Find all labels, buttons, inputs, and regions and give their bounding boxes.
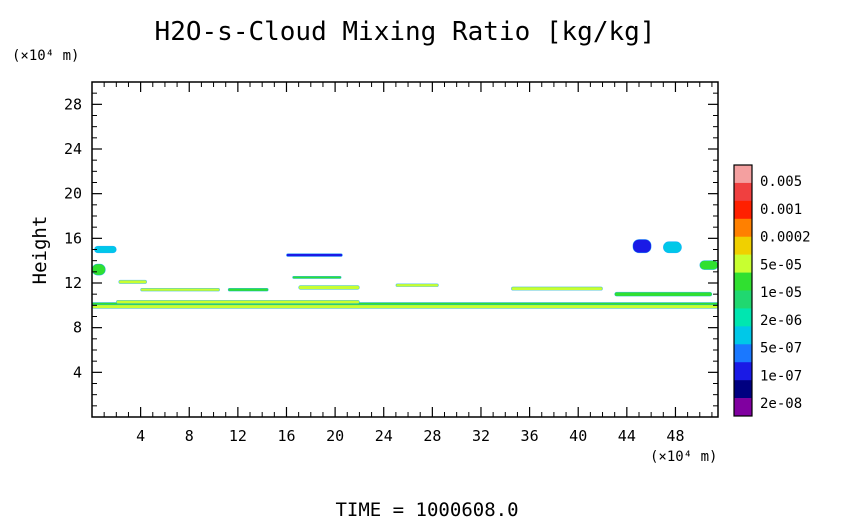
cloud-feature: [292, 275, 342, 279]
x-tick-label: 32: [472, 427, 490, 445]
cloud-feature: [663, 241, 682, 254]
cloud-feature: [116, 300, 360, 304]
cloud-feature: [511, 286, 603, 291]
cloud-feature: [227, 288, 269, 292]
cloud-feature: [298, 285, 360, 290]
time-label: TIME = 1000608.0: [335, 499, 518, 519]
x-tick-label: 28: [423, 427, 441, 445]
x-tick-label: 16: [277, 427, 295, 445]
colorbar-segment: [734, 308, 752, 327]
cloud-feature: [91, 263, 106, 276]
colorbar-segment: [734, 200, 752, 220]
cloud-feature: [395, 283, 439, 287]
x-tick-label: 24: [375, 427, 393, 445]
y-tick-label: 24: [64, 140, 82, 158]
colorbar-segment: [734, 362, 752, 381]
x-tick-label: 44: [618, 427, 636, 445]
colorbar-segment: [734, 218, 752, 238]
colorbar: 0.005 0.001 0.0002 5e-05 1e-05 2e-06 5e-07 1e-0…: [733, 164, 811, 417]
colorbar-label: 0.005: [760, 174, 802, 190]
y-axis-label: Height: [29, 216, 51, 285]
colorbar-segment: [734, 380, 752, 399]
plot-frame: [91, 81, 719, 418]
x-tick-label: 36: [521, 427, 539, 445]
x-tick-label: 40: [569, 427, 587, 445]
colorbar-segment: [734, 272, 752, 291]
colorbar-segment: [734, 344, 752, 363]
colorbar-segment: [734, 165, 752, 184]
x-tick-label: 48: [666, 427, 684, 445]
colorbar-label: 5e-05: [760, 257, 802, 273]
colorbar-label: 2e-06: [760, 313, 802, 329]
x-tick-label: 20: [326, 427, 344, 445]
cloud-feature: [614, 291, 713, 297]
x-unit-label: (×10⁴ m): [650, 449, 717, 465]
colorbar-label: 5e-07: [760, 341, 802, 357]
cloud-feature: [140, 288, 220, 292]
cloud-feature: [118, 279, 147, 284]
y-tick-label: 16: [64, 229, 82, 247]
colorbar-segment: [734, 326, 752, 345]
y-tick-label: 8: [73, 319, 82, 337]
colorbar-segment: [734, 290, 752, 309]
y-tick-label: 12: [64, 274, 82, 292]
cloud-field: [91, 239, 719, 309]
y-tick-label: 4: [73, 363, 82, 381]
x-tick-label: 12: [229, 427, 247, 445]
colorbar-segment: [734, 254, 752, 273]
colorbar-label: 1e-07: [760, 368, 802, 384]
colorbar-segment: [734, 236, 752, 255]
colorbar-label: 2e-08: [760, 396, 802, 412]
colorbar-label: 0.001: [760, 202, 802, 218]
cloud-feature: [699, 260, 719, 270]
colorbar-segment: [734, 182, 752, 202]
x-tick-label: 8: [185, 427, 194, 445]
cloud-feature: [94, 245, 117, 254]
x-tick-label: 4: [136, 427, 145, 445]
y-tick-label: 28: [64, 95, 82, 113]
cloud-feature: [286, 253, 343, 257]
colorbar-label: 1e-05: [760, 285, 802, 301]
y-unit-label: (×10⁴ m): [12, 48, 79, 64]
colorbar-frame: [733, 164, 753, 417]
cloud-feature: [91, 304, 719, 309]
cloud-feature: [632, 239, 652, 254]
y-tick-label: 20: [64, 185, 82, 203]
colorbar-label: 0.0002: [760, 230, 811, 246]
chart-title: H2O-s-Cloud Mixing Ratio [kg/kg]: [155, 17, 656, 47]
colorbar-segment: [734, 398, 752, 417]
